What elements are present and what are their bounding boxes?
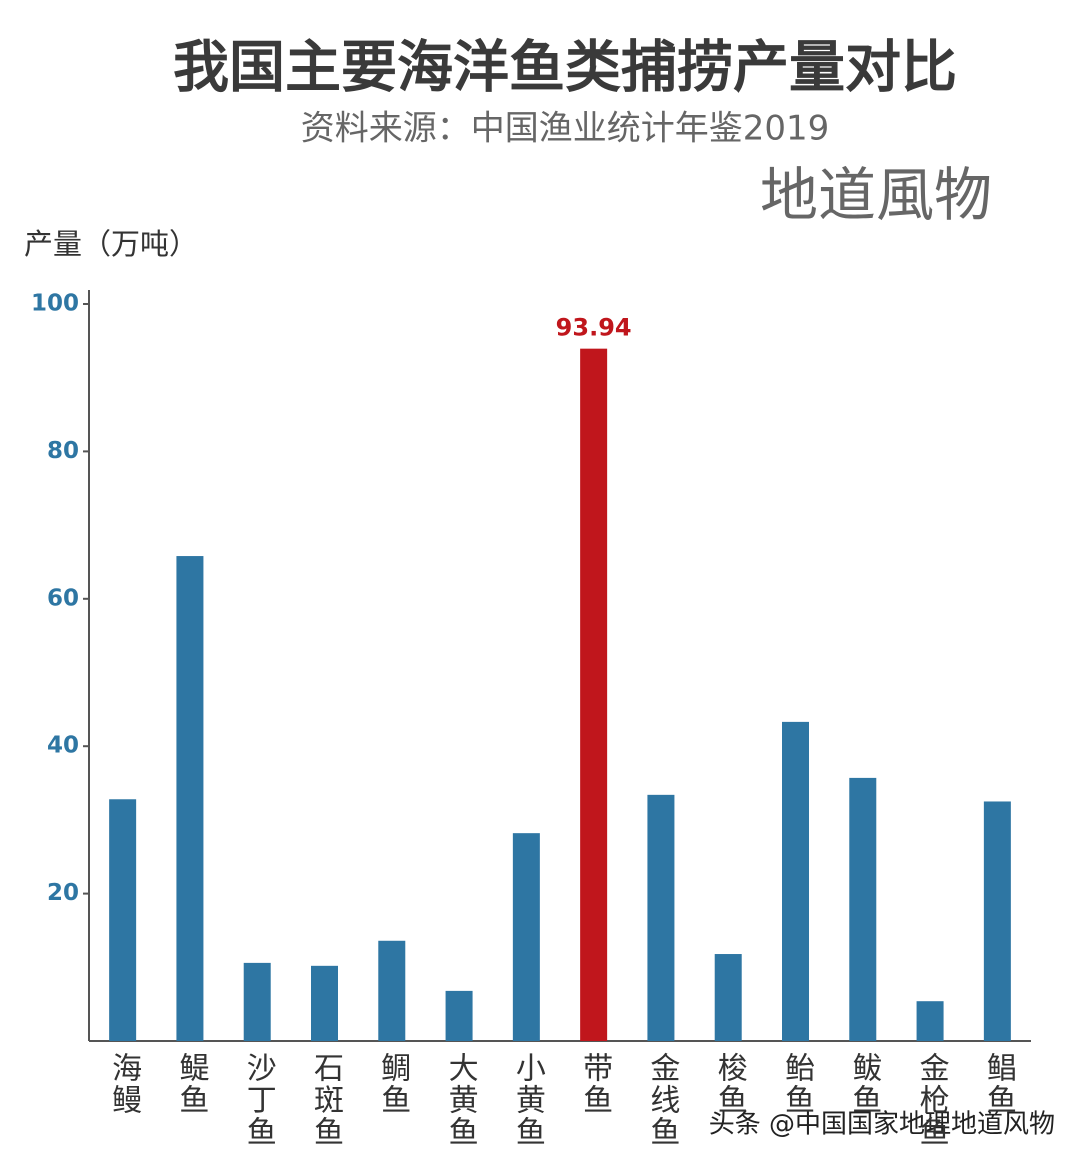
x-tick-label: 金枪鱼: [914, 1052, 950, 1148]
x-tick-label: 海鳗: [106, 1052, 141, 1116]
chart-subtitle: 资料来源：中国渔业统计年鉴2019: [301, 109, 830, 149]
footer: 头条 @中国国家地理地道风物: [709, 1110, 1055, 1140]
value-label: 93.94: [556, 314, 632, 342]
bar: [983, 801, 1011, 1041]
bar: [176, 556, 204, 1041]
x-tick-label: 梭鱼: [712, 1052, 748, 1116]
x-tick-label: 小黄鱼: [510, 1052, 546, 1148]
y-tick-label: 60: [47, 585, 79, 611]
y-tick-label: 20: [47, 880, 79, 906]
x-tick-label: 鲅鱼: [846, 1052, 881, 1116]
x-tick-label: 带鱼: [577, 1052, 612, 1116]
bar: [580, 348, 608, 1041]
x-tick-label: 鲐鱼: [779, 1052, 814, 1116]
bar: [311, 965, 338, 1041]
y-tick-label: 80: [47, 438, 79, 464]
chart-title: 我国主要海洋鱼类捕捞产量对比: [173, 35, 957, 101]
bar: [109, 799, 137, 1041]
bar: [849, 777, 877, 1041]
x-tick-label: 鲷鱼: [375, 1052, 411, 1116]
bar: [243, 962, 271, 1041]
bar: [647, 794, 675, 1041]
bar: [782, 721, 809, 1041]
bar: [512, 833, 540, 1041]
bar: [916, 1001, 944, 1041]
x-tick-label: 鲳鱼: [981, 1052, 1017, 1116]
x-tick-label: 石斑鱼: [308, 1052, 344, 1148]
watermark: 地道風物: [760, 161, 992, 229]
x-tick-label: 鳀鱼: [173, 1052, 208, 1116]
y-tick-label: 100: [31, 291, 79, 317]
bar: [445, 990, 473, 1041]
y-tick-label: 40: [47, 733, 79, 759]
x-tick-label: 金线鱼: [644, 1052, 680, 1148]
x-tick-label: 沙丁鱼: [241, 1052, 276, 1148]
bar: [714, 954, 742, 1041]
bar: [378, 940, 406, 1041]
x-tick-label: 大黄鱼: [443, 1052, 478, 1148]
y-axis-label: 产量（万吨）: [24, 227, 198, 261]
